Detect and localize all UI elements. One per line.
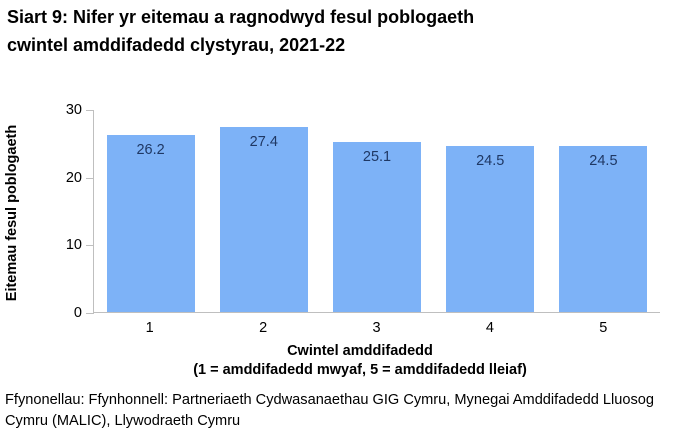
y-tick-label: 0 [73, 305, 82, 321]
x-tick-label: 5 [599, 320, 608, 336]
y-tick-mark [86, 245, 94, 247]
bar-quintile-2: 27.4 [219, 126, 308, 312]
bar-slot: 24.5 [547, 110, 660, 312]
bar-quintile-1: 26.2 [106, 134, 195, 312]
y-tick-mark [86, 313, 94, 314]
chart-title-line-1: Siart 9: Nifer yr eitemau a ragnodwyd fe… [7, 7, 475, 27]
x-tick-label: 3 [372, 320, 381, 336]
bar-slot: 24.5 [434, 110, 547, 312]
y-tick-label: 20 [65, 169, 82, 186]
x-ticks-row: 1 2 3 4 5 [93, 319, 660, 337]
bar-value-label: 26.2 [136, 141, 165, 158]
y-axis-title: Eitemau fesul poblogaeth [4, 124, 20, 302]
bar-value-label: 24.5 [476, 153, 505, 170]
y-tick-label: 10 [65, 237, 82, 254]
y-tick-label: 30 [65, 102, 82, 118]
bar-slot: 26.2 [94, 110, 207, 312]
bar-value-label: 25.1 [362, 149, 392, 166]
x-axis-title-line-2: (1 = amddifadedd mwyaf, 5 = amddifadedd … [193, 361, 527, 378]
x-axis-title-line-1: Cwintel amddifadedd [287, 343, 433, 359]
chart-title: Siart 9: Nifer yr eitemau a ragnodwyd fe… [7, 3, 474, 59]
x-tick-label: 2 [259, 320, 268, 336]
bar-value-label: 24.5 [589, 153, 618, 170]
chart-title-line-2: cwintel amddifadedd clystyrau, 2021-22 [7, 35, 346, 55]
bar-slot: 27.4 [207, 110, 320, 312]
y-tick-mark [86, 110, 94, 111]
source-note: Ffynonellau: Ffynhonnell: Partneriaeth C… [5, 392, 654, 429]
plot-area: 26.2 27.4 25.1 24.5 24.5 [93, 110, 660, 313]
bar-quintile-5: 24.5 [559, 146, 648, 312]
bar-quintile-3: 25.1 [333, 142, 421, 312]
bars-row: 26.2 27.4 25.1 24.5 24.5 [94, 110, 660, 312]
y-tick-mark [86, 177, 94, 179]
x-tick-label: 4 [485, 320, 494, 336]
bar-slot: 25.1 [320, 110, 433, 312]
x-axis-title: Cwintel amddifadedd (1 = amddifadedd mwy… [20, 342, 700, 379]
bar-quintile-4: 24.5 [446, 146, 535, 312]
x-tick-label: 1 [145, 320, 154, 336]
bar-value-label: 27.4 [249, 133, 278, 150]
